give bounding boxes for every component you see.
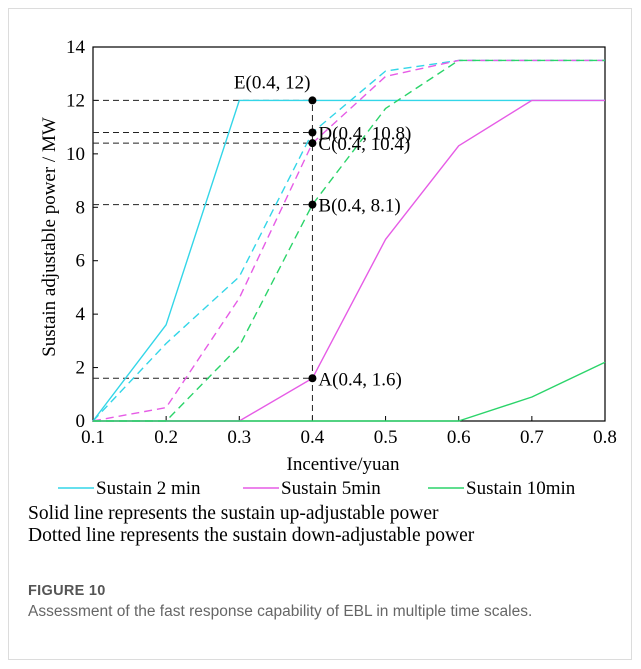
chart-notes: Solid line represents the sustain up-adj… [28,503,628,547]
x-tick-label: 0.2 [154,427,178,448]
annotation-label: E(0.4, 12) [234,72,311,93]
annotation-point [308,374,317,383]
series-line-dashed [93,59,605,422]
x-tick-label: 0.7 [520,427,544,448]
series-line-solid [93,361,606,422]
legend-label: Sustain 2 min [96,478,201,499]
legend: Sustain 2 min Sustain 5min Sustain 10min [58,478,576,499]
x-tick-label: 0.8 [593,427,617,448]
tick-labels: 0.1 0.2 0.3 0.4 0.5 0.6 0.7 0.8 0 2 4 6 8 10 12 14 [66,37,617,448]
x-tick-label: 0.4 [301,427,325,448]
annotation-label: B(0.4, 8.1) [318,196,400,217]
series-lines [92,59,606,422]
series-line-dashed [92,59,605,422]
x-tick-label: 0.6 [447,427,471,448]
x-tick-label: 0.1 [81,427,105,448]
legend-label: Sustain 10min [466,478,576,499]
annotation-point [308,128,317,137]
annotation-label: A(0.4, 1.6) [318,369,401,390]
figure-caption-text: Assessment of the fast response capabili… [28,603,533,620]
y-tick-label: 10 [66,144,85,165]
y-tick-label: 0 [76,411,86,432]
annotation-label: C(0.4, 10.4) [318,134,410,155]
y-tick-label: 2 [76,358,86,379]
y-tick-label: 8 [76,197,86,218]
x-tick-label: 0.3 [227,427,251,448]
solid-line-note: Solid line represents the sustain up-adj… [28,503,439,524]
series-line-dashed [92,59,605,422]
y-tick-label: 12 [66,90,85,111]
figure-caption: FIGURE 10 Assessment of the fast respons… [28,583,608,623]
legend-label: Sustain 5min [281,478,381,499]
annotation-point [308,139,317,148]
y-tick-label: 6 [76,251,86,272]
dotted-line-note: Dotted line represents the sustain down-… [28,525,475,546]
annotation-point [308,96,317,105]
figure-card [8,8,632,660]
annotation-points: E(0.4, 12) D(0.4, 10.8)C(0.4, 10.4) B(0.4,… [234,72,411,390]
y-tick-label: 4 [76,304,86,325]
x-axis-label: Incentive/yuan [287,454,400,475]
guide-lines [93,99,313,421]
x-tick-label: 0.5 [374,427,398,448]
series-line-solid [92,99,605,422]
figure-label: FIGURE 10 [28,583,106,599]
annotation-point [308,200,317,209]
y-tick-label: 14 [66,37,86,58]
annotation-label: D(0.4, 10.8) [318,123,411,144]
y-axis-label: Sustain adjustable power / MW [39,117,60,357]
